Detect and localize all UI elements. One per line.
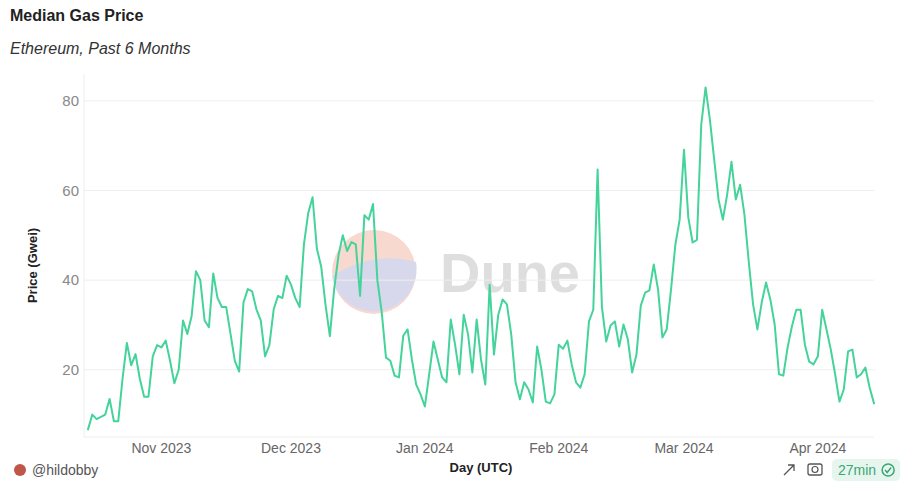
refresh-badge: 27min xyxy=(832,459,900,481)
x-tick-label: Feb 2024 xyxy=(529,440,588,456)
watermark: Dune xyxy=(332,230,580,314)
refresh-icon xyxy=(882,464,894,476)
title: Median Gas Price xyxy=(10,7,143,24)
series-line xyxy=(88,87,874,429)
camera-lens xyxy=(812,467,818,473)
x-tick-label: Apr 2024 xyxy=(789,440,846,456)
grid-line xyxy=(84,190,874,191)
x-axis-line xyxy=(84,437,874,438)
refresh-check xyxy=(885,468,891,473)
refresh-badge-bg xyxy=(832,459,900,481)
watermark-logo-part xyxy=(332,258,417,311)
y-tick-label: 80 xyxy=(62,92,79,109)
grid-line xyxy=(84,280,874,281)
y-tick-label: 20 xyxy=(62,361,79,378)
x-tick-label: Jan 2024 xyxy=(396,440,454,456)
background xyxy=(0,0,913,491)
subtitle: Ethereum, Past 6 Months xyxy=(10,40,191,57)
y-tick-label: 40 xyxy=(62,271,79,288)
plot-area xyxy=(88,87,874,429)
grid-line xyxy=(84,369,874,370)
x-tick-label: Mar 2024 xyxy=(654,440,713,456)
author: @hildobby xyxy=(32,462,98,478)
link-icon xyxy=(784,465,794,475)
chart: Median Gas Price Ethereum, Past 6 Months D… xyxy=(0,0,913,491)
watermark-text: Dune xyxy=(440,241,580,304)
author-avatar xyxy=(14,464,26,476)
x-tick-label: Dec 2023 xyxy=(261,440,321,456)
grid-line xyxy=(84,100,874,101)
y-tick-label: 60 xyxy=(62,182,79,199)
camera-icon xyxy=(808,464,822,475)
x-axis-title: Day (UTC) xyxy=(450,460,513,475)
x-tick-label: Nov 2023 xyxy=(131,440,191,456)
y-axis-title: Price (Gwei) xyxy=(25,228,40,303)
y-grid xyxy=(84,101,874,370)
refresh-time: 27min xyxy=(838,462,876,478)
y-axis-line xyxy=(84,74,85,437)
